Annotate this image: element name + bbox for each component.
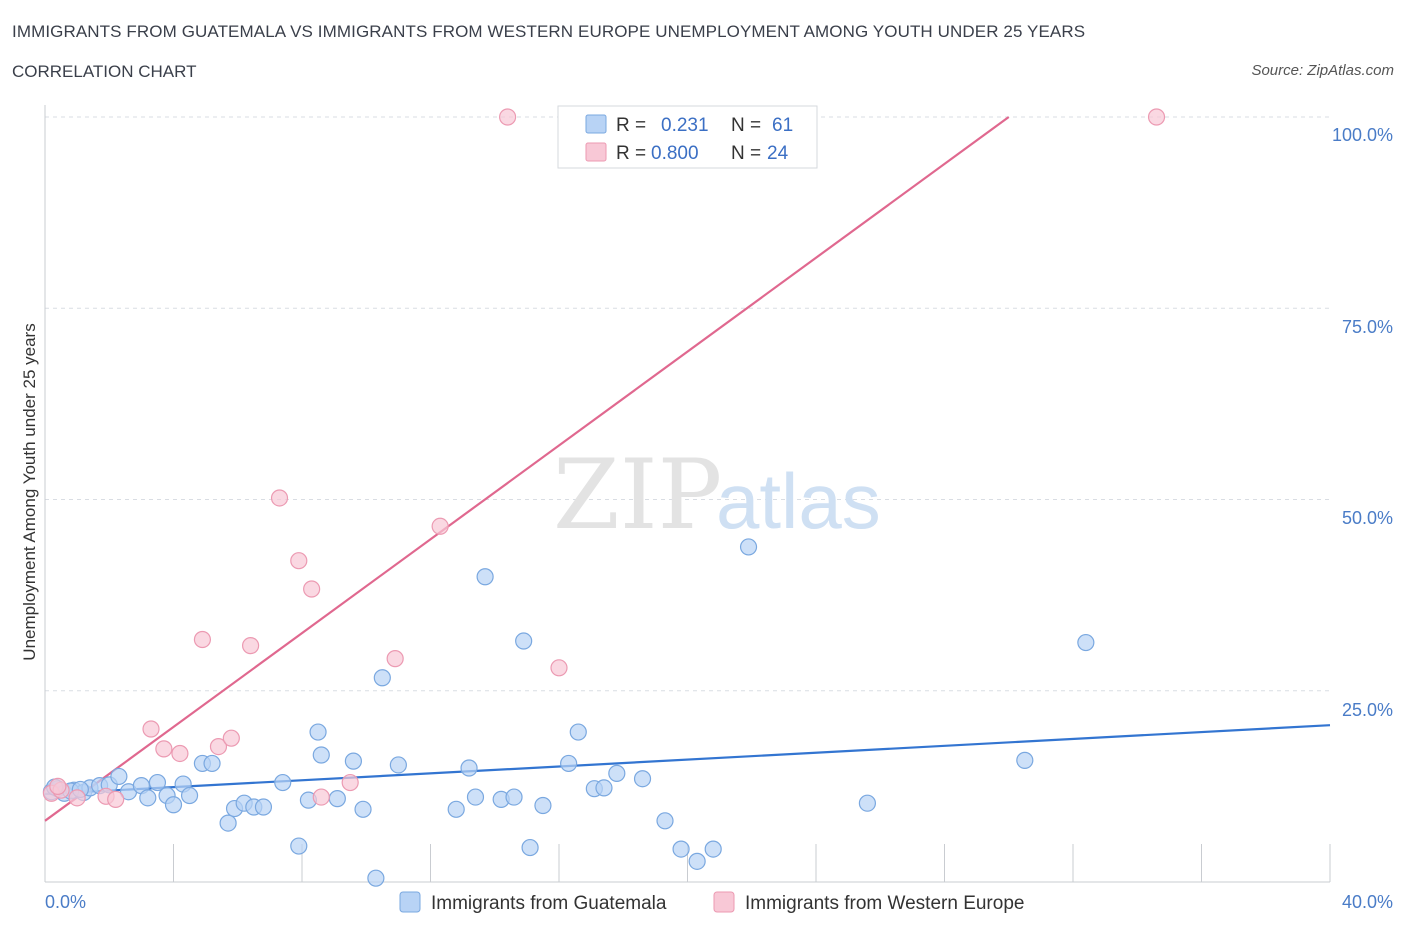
x-tick-label-min: 0.0% bbox=[45, 892, 86, 912]
legend-n-value-blue: 61 bbox=[772, 115, 793, 136]
point-guatemala-51 bbox=[672, 840, 690, 858]
point-western-europe-23 bbox=[49, 777, 67, 795]
y-tick-label-50: 50.0% bbox=[1342, 508, 1393, 528]
point-guatemala-27 bbox=[309, 723, 327, 741]
point-guatemala-42 bbox=[521, 838, 539, 857]
point-western-europe-14 bbox=[303, 580, 321, 598]
point-guatemala-33 bbox=[373, 669, 391, 687]
point-western-europe-5 bbox=[142, 720, 160, 738]
chart-title: IMMIGRANTS FROM GUATEMALA VS IMMIGRANTS … bbox=[12, 22, 1086, 41]
point-guatemala-34 bbox=[389, 756, 407, 774]
source-credit: Source: ZipAtlas.com bbox=[1251, 62, 1394, 79]
legend-n-value-pink: 24 bbox=[767, 143, 789, 164]
point-western-europe-4 bbox=[107, 790, 125, 808]
point-guatemala-8 bbox=[110, 767, 128, 786]
point-guatemala-35 bbox=[447, 800, 465, 818]
point-guatemala-23 bbox=[254, 798, 273, 816]
point-guatemala-54 bbox=[739, 538, 758, 556]
watermark-atlas: atlas bbox=[716, 457, 881, 545]
stats-legend: R = 0.231 N = 61 R = 0.800 N = 24 bbox=[557, 105, 818, 169]
legend-r-label-pink: R = bbox=[616, 143, 646, 164]
y-tick-label-75: 75.0% bbox=[1342, 317, 1393, 337]
point-western-europe-18 bbox=[431, 517, 449, 535]
watermark-zip: ZIP bbox=[553, 439, 722, 551]
grid-layer bbox=[45, 116, 1330, 692]
bottom-legend-label-guatemala: Immigrants from Guatemala bbox=[431, 893, 667, 914]
point-guatemala-14 bbox=[164, 796, 183, 814]
legend-r-value-blue: 0.231 bbox=[661, 115, 709, 136]
trendline-guatemala bbox=[44, 724, 1331, 796]
point-guatemala-50 bbox=[656, 812, 674, 830]
point-guatemala-28 bbox=[312, 746, 330, 764]
point-guatemala-25 bbox=[290, 837, 308, 855]
point-western-europe-8 bbox=[193, 630, 212, 649]
point-guatemala-45 bbox=[569, 723, 587, 741]
point-guatemala-31 bbox=[354, 800, 372, 818]
point-western-europe-9 bbox=[209, 737, 228, 756]
point-guatemala-24 bbox=[274, 773, 292, 792]
legend-swatch-blue bbox=[585, 114, 607, 134]
point-western-europe-22 bbox=[1147, 108, 1166, 126]
legend-n-label-pink: N = bbox=[731, 143, 761, 164]
point-guatemala-32 bbox=[367, 869, 385, 887]
point-western-europe-2 bbox=[68, 789, 86, 807]
point-guatemala-55 bbox=[858, 794, 877, 812]
point-guatemala-30 bbox=[344, 752, 362, 770]
point-guatemala-56 bbox=[1016, 751, 1034, 769]
point-guatemala-37 bbox=[466, 788, 485, 806]
bottom-legend-swatch-western-europe bbox=[713, 891, 735, 913]
bottom-legend-label-western-europe: Immigrants from Western Europe bbox=[745, 893, 1024, 914]
point-guatemala-52 bbox=[688, 852, 706, 870]
legend-swatch-pink bbox=[585, 142, 607, 162]
point-western-europe-17 bbox=[386, 650, 404, 668]
point-guatemala-44 bbox=[560, 754, 578, 773]
point-western-europe-13 bbox=[290, 552, 308, 570]
point-western-europe-6 bbox=[155, 740, 173, 758]
point-western-europe-15 bbox=[312, 788, 330, 806]
point-guatemala-40 bbox=[505, 788, 523, 806]
y-tick-label-100: 100.0% bbox=[1332, 125, 1393, 145]
point-guatemala-57 bbox=[1077, 633, 1095, 652]
legend-n-label-blue: N = bbox=[731, 115, 761, 136]
point-guatemala-36 bbox=[460, 759, 478, 777]
bottom-legend: Immigrants from Guatemala Immigrants fro… bbox=[399, 891, 1024, 914]
point-western-europe-20 bbox=[550, 659, 568, 677]
trend-layer bbox=[44, 116, 1331, 822]
point-guatemala-38 bbox=[476, 568, 494, 586]
watermark: ZIP atlas bbox=[553, 439, 881, 551]
trendline-western-europe bbox=[44, 116, 1010, 822]
point-guatemala-18 bbox=[203, 754, 221, 773]
bottom-legend-swatch-guatemala bbox=[399, 891, 421, 913]
point-western-europe-16 bbox=[341, 773, 359, 792]
point-guatemala-43 bbox=[534, 796, 552, 815]
point-guatemala-12 bbox=[148, 773, 167, 792]
point-guatemala-53 bbox=[704, 840, 722, 858]
chart-subtitle: CORRELATION CHART bbox=[12, 62, 197, 81]
x-tick-label-max: 40.0% bbox=[1342, 892, 1393, 912]
point-guatemala-16 bbox=[180, 786, 199, 805]
point-western-europe-11 bbox=[242, 637, 260, 655]
point-guatemala-48 bbox=[608, 764, 626, 782]
point-western-europe-7 bbox=[171, 744, 189, 763]
point-guatemala-11 bbox=[139, 789, 157, 807]
point-guatemala-47 bbox=[595, 779, 613, 797]
point-guatemala-29 bbox=[328, 790, 346, 808]
point-western-europe-12 bbox=[270, 489, 289, 507]
points-layer bbox=[42, 108, 1166, 887]
point-guatemala-41 bbox=[515, 632, 533, 650]
point-western-europe-19 bbox=[499, 108, 517, 126]
legend-r-label-blue: R = bbox=[616, 115, 646, 136]
point-guatemala-19 bbox=[219, 814, 237, 832]
y-axis-label: Unemployment Among Youth under 25 years bbox=[20, 323, 39, 660]
point-guatemala-49 bbox=[633, 770, 652, 788]
legend-r-value-pink: 0.800 bbox=[651, 143, 699, 164]
point-western-europe-10 bbox=[222, 729, 240, 747]
y-tick-label-25: 25.0% bbox=[1342, 700, 1393, 720]
